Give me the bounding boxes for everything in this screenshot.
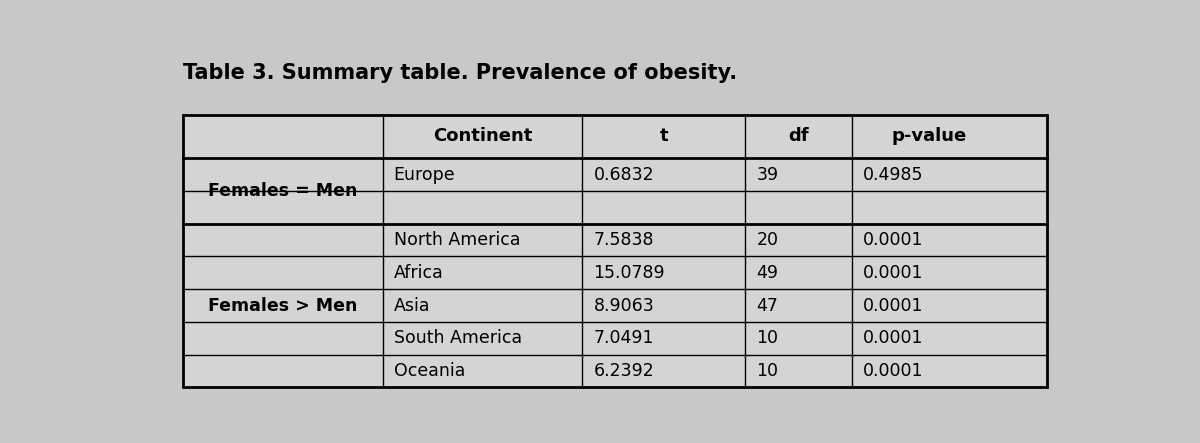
Text: Continent: Continent: [433, 128, 532, 145]
Text: 0.4985: 0.4985: [863, 166, 924, 183]
Text: Females = Men: Females = Men: [208, 182, 358, 200]
Text: Asia: Asia: [394, 296, 430, 315]
Text: 15.0789: 15.0789: [594, 264, 665, 282]
Text: 7.0491: 7.0491: [594, 329, 654, 347]
Text: df: df: [788, 128, 809, 145]
Text: 0.0001: 0.0001: [863, 296, 924, 315]
Text: 0.0001: 0.0001: [863, 329, 924, 347]
Text: 8.9063: 8.9063: [594, 296, 654, 315]
Text: 0.0001: 0.0001: [863, 362, 924, 380]
Bar: [182, 115, 1048, 388]
Text: 20: 20: [756, 231, 779, 249]
Text: 47: 47: [756, 296, 779, 315]
Text: 39: 39: [756, 166, 779, 183]
Text: Females > Men: Females > Men: [208, 296, 358, 315]
Text: Africa: Africa: [394, 264, 444, 282]
Text: Oceania: Oceania: [394, 362, 466, 380]
Text: South America: South America: [394, 329, 522, 347]
Text: North America: North America: [394, 231, 520, 249]
Text: t: t: [660, 128, 668, 145]
Text: 10: 10: [756, 362, 779, 380]
Text: p-value: p-value: [892, 128, 966, 145]
Text: Europe: Europe: [394, 166, 455, 183]
Text: 0.0001: 0.0001: [863, 264, 924, 282]
Text: 0.0001: 0.0001: [863, 231, 924, 249]
Text: 10: 10: [756, 329, 779, 347]
Text: 49: 49: [756, 264, 779, 282]
Bar: [182, 115, 1048, 388]
Text: Table 3. Summary table. Prevalence of obesity.: Table 3. Summary table. Prevalence of ob…: [182, 63, 737, 83]
Text: 6.2392: 6.2392: [594, 362, 654, 380]
Text: 0.6832: 0.6832: [594, 166, 654, 183]
Text: 7.5838: 7.5838: [594, 231, 654, 249]
